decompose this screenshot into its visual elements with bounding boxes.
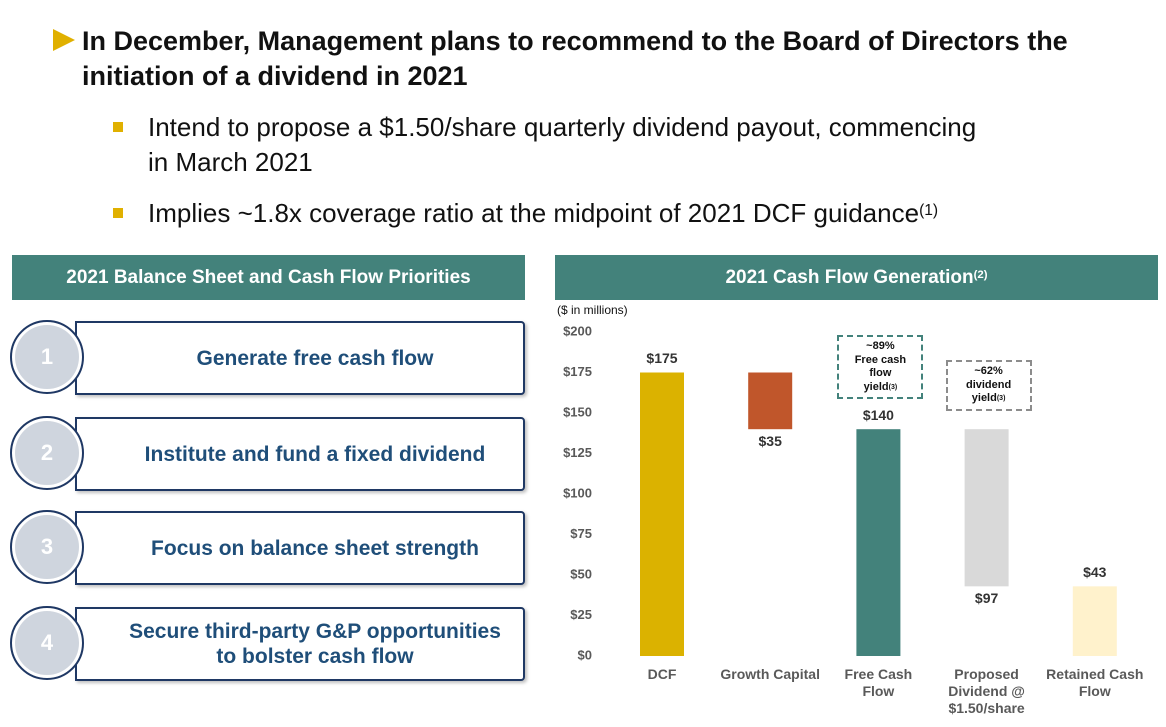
annotation-text: dividend [965, 378, 1012, 391]
bullet-marker [113, 122, 123, 132]
y-tick-label: $200 [563, 323, 592, 338]
annotation-text: flow [869, 367, 892, 379]
priority-box: Focus on balance sheet strength [75, 511, 525, 585]
footnote: (3) [996, 395, 1006, 402]
bar [964, 429, 1009, 587]
y-tick-label: $25 [570, 607, 592, 622]
bar [1072, 586, 1117, 656]
y-tick-label: $50 [570, 566, 592, 581]
priority-number: 1 [10, 320, 84, 394]
units-label: ($ in millions) [557, 303, 628, 317]
footnote: (1) [919, 202, 939, 219]
priority-label: Generate free cash flow [196, 346, 434, 370]
annotation: ~62% dividend yield(3) [945, 360, 1032, 411]
bar [748, 372, 793, 430]
bar [856, 429, 901, 656]
bullet-text: Implies ~1.8x coverage ratio at the midp… [148, 196, 1148, 231]
annotation-text: ~89% [866, 340, 895, 352]
annotation-text: yield [971, 392, 997, 404]
y-tick-label: $125 [563, 445, 592, 460]
x-tick-label: Free Cash Flow [844, 666, 913, 699]
slide-title: In December, Management plans to recomme… [82, 26, 1068, 91]
footnote: (3) [888, 383, 898, 391]
priority-label: Secure third-party G&P opportunities to … [129, 620, 501, 668]
bar [640, 372, 684, 656]
annotation-text: yield [863, 380, 889, 393]
y-tick-label: $150 [563, 404, 592, 419]
priority-label: Institute and fund a fixed dividend [144, 442, 486, 466]
x-tick-label: Growth Capital [720, 666, 820, 682]
value-label: $97 [975, 590, 999, 606]
y-tick-label: $100 [563, 485, 592, 500]
x-tick-label: DCF [647, 666, 677, 682]
priority-number: 3 [10, 510, 84, 584]
priority-box: Secure third-party G&P opportunities to … [75, 607, 525, 681]
chart-title: 2021 Cash Flow Generation [725, 266, 974, 288]
panel-header: 2021 Balance Sheet and Cash Flow Priorit… [12, 255, 525, 300]
annotation-text: ~62% [974, 365, 1003, 377]
y-tick-label: $175 [563, 364, 592, 379]
y-tick-label: $0 [578, 647, 592, 662]
value-label: $35 [759, 433, 783, 449]
title-arrow [53, 29, 75, 51]
footnote: (2) [973, 268, 988, 281]
x-tick-label: Retained Cash Flow [1046, 666, 1144, 699]
value-label: $140 [863, 407, 894, 423]
bullet-text: Intend to propose a $1.50/share quarterl… [148, 112, 977, 177]
value-label: $175 [646, 350, 677, 366]
priority-box: Generate free cash flow [75, 321, 525, 395]
annotation-text: Free cash [854, 353, 907, 366]
priority-number: 4 [10, 606, 84, 680]
chart-plot: $0 $25 $50 $75 $100 $125 $150 $175 $200 $175 $35 $1… [563, 323, 1117, 662]
priority-label: Focus on balance sheet strength [151, 536, 479, 560]
chart: ($ in millions) $0 $25 $50 $75 $100 $125 $150 $… [555, 300, 1160, 727]
x-tick-label: Proposed Dividend @ $1.50/share [948, 666, 1025, 716]
priority-box: Institute and fund a fixed dividend [75, 417, 525, 491]
bullet-text: Implies ~1.8x coverage ratio at the midp… [148, 198, 920, 228]
priority-number: 2 [10, 416, 84, 490]
y-tick-label: $75 [570, 526, 592, 541]
annotation: ~89% Free cash flow yield(3) [837, 335, 924, 399]
bullet-marker [113, 208, 123, 218]
value-label: $43 [1083, 564, 1107, 580]
panel-header: 2021 Cash Flow Generation (2) [555, 255, 1158, 300]
